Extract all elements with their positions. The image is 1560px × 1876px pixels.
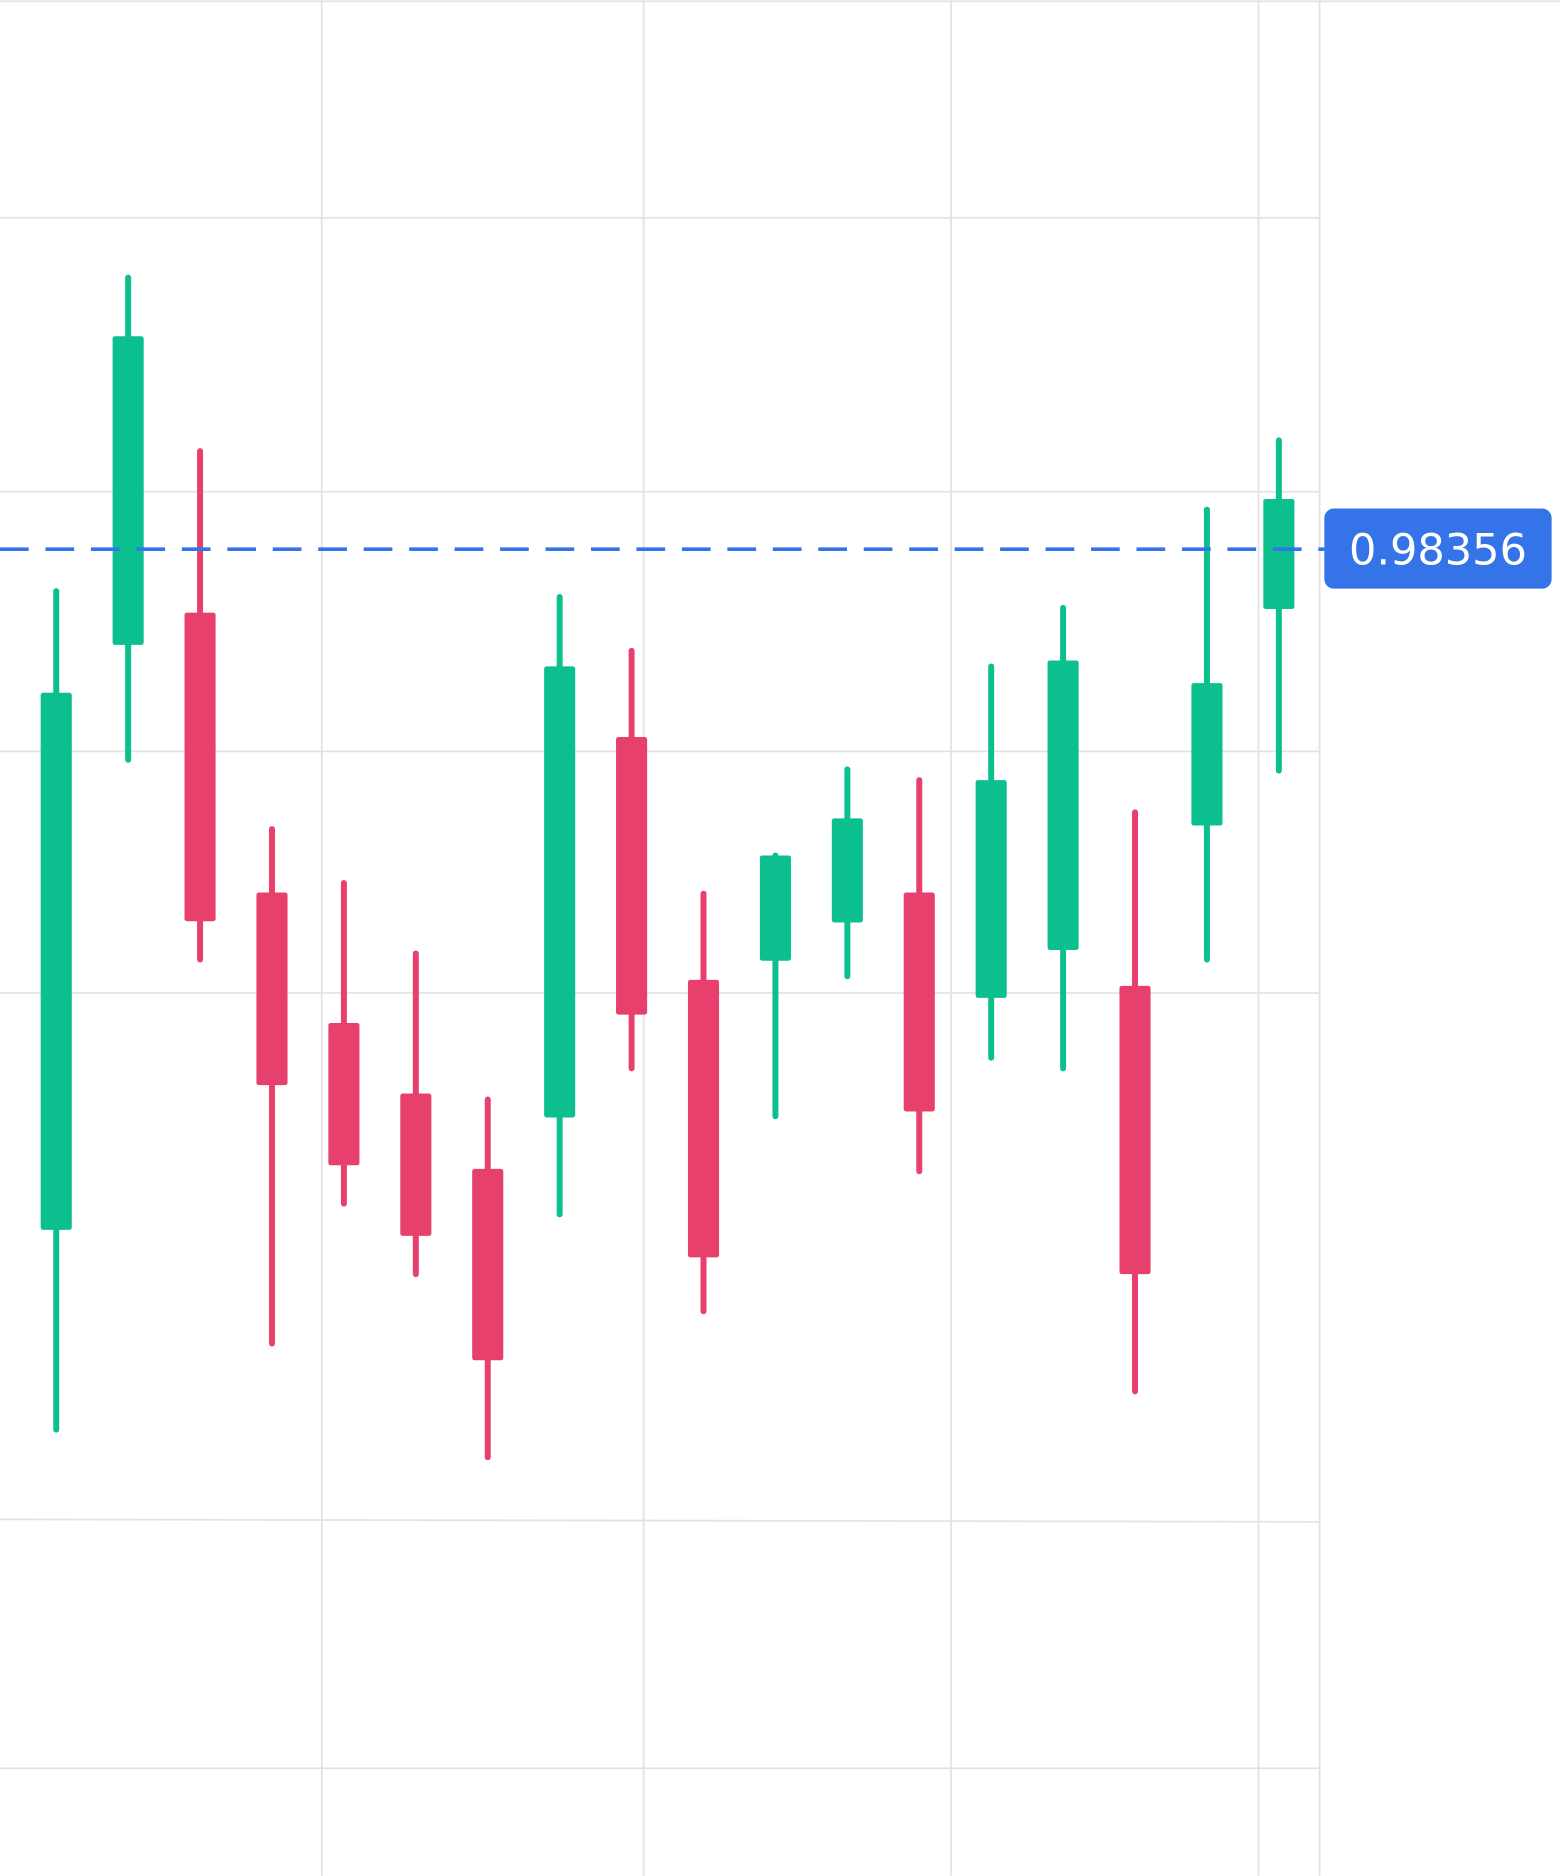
candle-body <box>544 666 576 1118</box>
candle-body <box>616 737 648 1015</box>
candle-body <box>472 1168 504 1361</box>
candle-body <box>759 855 791 961</box>
candle-body <box>831 818 863 923</box>
candle-body <box>1047 660 1079 950</box>
candle-body <box>687 979 720 1258</box>
candle-body <box>400 1093 432 1236</box>
candle-body <box>112 336 144 645</box>
candle-body <box>1191 683 1223 826</box>
candle-body <box>40 692 72 1230</box>
last-price-label: 0.98356 <box>1349 525 1527 575</box>
candle-body <box>1119 985 1151 1275</box>
candle-body <box>1263 498 1295 610</box>
candle-body <box>256 892 288 1086</box>
candle-body <box>975 780 1007 998</box>
candle-body <box>184 612 216 922</box>
last-price-tag <box>1324 508 1552 589</box>
grid-line <box>0 1518 1320 1523</box>
candle-body <box>328 1022 360 1166</box>
candle-body <box>903 892 935 1112</box>
